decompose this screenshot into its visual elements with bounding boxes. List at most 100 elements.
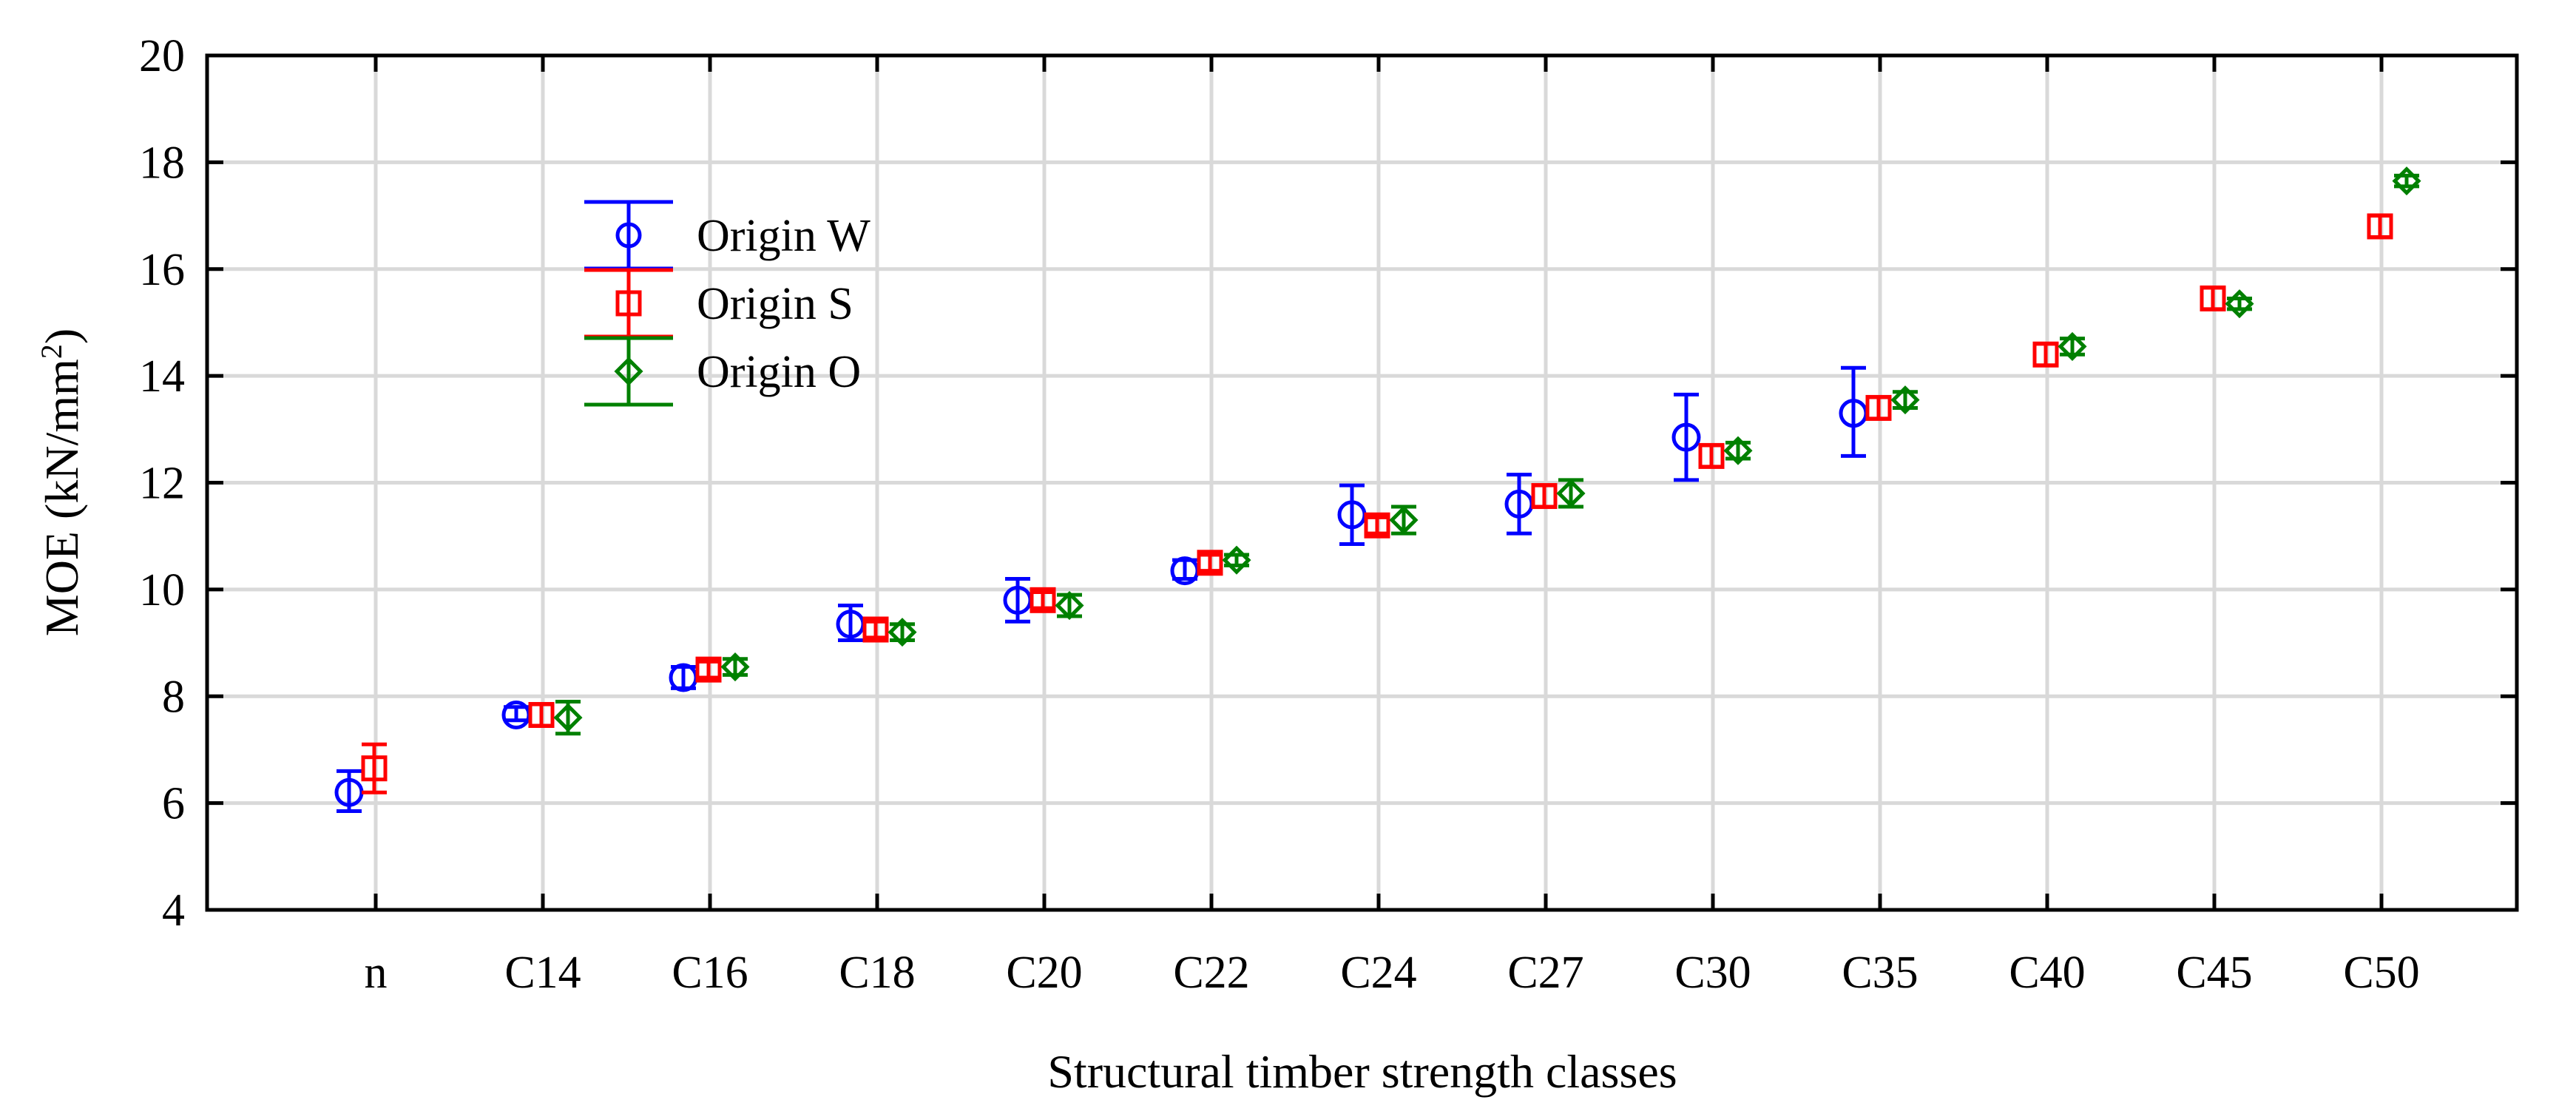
point-origin-s-C40 <box>2032 341 2059 368</box>
x-tick-label-C50: C50 <box>2343 948 2419 998</box>
x-tick-label-C18: C18 <box>839 948 915 998</box>
point-origin-w-C14 <box>501 701 531 730</box>
point-origin-o-C27 <box>1556 478 1586 509</box>
y-tick-label-14: 14 <box>139 351 185 402</box>
legend-item-origin-o: Origin O <box>584 336 861 407</box>
marker-origin-s-C20 <box>1030 587 1056 613</box>
y-tick-label-20: 20 <box>139 31 185 81</box>
x-tick-label-C22: C22 <box>1173 948 1249 998</box>
marker-origin-o-C45 <box>2225 289 2254 319</box>
point-origin-o-C35 <box>1890 385 1920 415</box>
marker-origin-s-C16 <box>695 656 722 683</box>
marker-origin-o-C14 <box>553 703 583 732</box>
x-tick-label-C35: C35 <box>1842 948 1918 998</box>
point-origin-s-C45 <box>2200 285 2226 311</box>
y-tick-label-6: 6 <box>162 779 185 829</box>
marker-origin-o-C20 <box>1055 590 1084 621</box>
y-tick-label-18: 18 <box>139 138 185 188</box>
legend-marker-origin-o <box>614 357 643 386</box>
y-axis-title-main: MOE (kN/mm <box>36 359 88 636</box>
point-origin-o-C45 <box>2225 289 2254 319</box>
point-origin-s-C22 <box>1197 550 1223 576</box>
marker-origin-s-C45 <box>2200 285 2226 311</box>
y-tick-label-10: 10 <box>139 565 185 615</box>
point-origin-o-C14 <box>553 699 583 736</box>
point-origin-o-C30 <box>1723 436 1753 465</box>
point-origin-s-C14 <box>528 702 555 729</box>
point-origin-s-n <box>361 742 388 794</box>
point-origin-o-C40 <box>2058 331 2087 361</box>
legend-item-origin-w: Origin W <box>584 200 871 271</box>
marker-origin-s-C14 <box>528 702 555 729</box>
y-tick-label-16: 16 <box>139 245 185 295</box>
point-origin-w-C22 <box>1170 556 1200 586</box>
point-origin-w-C30 <box>1671 392 1701 482</box>
point-origin-s-C50 <box>2367 213 2393 240</box>
point-origin-o-C16 <box>720 652 750 682</box>
marker-origin-s-C27 <box>1531 483 1558 510</box>
gridlines <box>207 55 2517 910</box>
marker-origin-o-C22 <box>1222 545 1251 575</box>
marker-origin-w-C30 <box>1671 422 1701 452</box>
marker-origin-o-C27 <box>1556 479 1586 508</box>
x-tick-label-C24: C24 <box>1340 948 1416 998</box>
point-origin-o-C22 <box>1222 545 1251 575</box>
x-tick-label-C40: C40 <box>2009 948 2085 998</box>
marker-origin-s-C35 <box>1865 394 1892 421</box>
x-tick-label-C45: C45 <box>2176 948 2252 998</box>
y-tick-label-8: 8 <box>162 672 185 722</box>
point-origin-w-C16 <box>669 663 698 692</box>
x-tick-label-C16: C16 <box>672 948 748 998</box>
y-axis-title-sup: 2 <box>35 344 68 359</box>
x-tick-label-C27: C27 <box>1507 948 1583 998</box>
marker-origin-o-C18 <box>888 618 917 647</box>
marker-origin-s-C22 <box>1197 550 1223 576</box>
legend: Origin W Origin S Origin O <box>584 200 871 407</box>
point-origin-s-C35 <box>1865 394 1892 421</box>
marker-origin-o-C35 <box>1890 385 1920 415</box>
legend-label-origin-o: Origin O <box>697 347 861 397</box>
point-origin-s-C16 <box>695 656 722 683</box>
point-origin-s-C18 <box>862 616 889 643</box>
point-origin-o-C24 <box>1389 504 1419 536</box>
point-origin-w-C35 <box>1839 365 1868 458</box>
legend-marker-origin-w <box>615 222 642 249</box>
marker-origin-o-C40 <box>2058 331 2087 361</box>
x-tick-label-C30: C30 <box>1674 948 1751 998</box>
legend-label-origin-s: Origin S <box>697 279 853 329</box>
point-origin-w-C18 <box>836 604 865 642</box>
data-marks <box>334 166 2421 813</box>
legend-label-origin-w: Origin W <box>697 211 871 261</box>
legend-marker-origin-s <box>615 290 642 317</box>
marker-origin-s-C24 <box>1364 512 1390 539</box>
marker-origin-s-C50 <box>2367 213 2393 240</box>
y-tick-label-4: 4 <box>162 885 185 936</box>
point-origin-o-C18 <box>888 618 917 647</box>
marker-origin-o-C50 <box>2392 166 2421 196</box>
marker-origin-s-n <box>361 755 388 782</box>
marker-origin-s-C30 <box>1698 442 1725 469</box>
y-axis-title: MOE (kN/mm2) <box>35 328 89 636</box>
y-axis-title-end: ) <box>36 328 88 344</box>
point-origin-s-C20 <box>1030 587 1056 613</box>
marker-origin-o-C30 <box>1723 436 1753 465</box>
marker-origin-s-C18 <box>862 616 889 643</box>
marker-origin-o-C16 <box>720 652 750 682</box>
point-origin-o-C50 <box>2392 166 2421 196</box>
point-origin-s-C27 <box>1531 483 1558 510</box>
marker-origin-o-C24 <box>1389 505 1419 535</box>
x-axis-title: Structural timber strength classes <box>1047 1045 1677 1098</box>
point-origin-s-C30 <box>1698 442 1725 469</box>
legend-item-origin-s: Origin S <box>584 268 853 339</box>
point-origin-o-C20 <box>1055 590 1084 621</box>
x-tick-label-C14: C14 <box>504 948 581 998</box>
point-origin-w-C24 <box>1337 483 1367 547</box>
point-origin-s-C24 <box>1364 512 1390 539</box>
marker-origin-s-C40 <box>2032 341 2059 368</box>
point-origin-w-n <box>334 769 364 813</box>
y-tick-label-12: 12 <box>139 459 185 509</box>
x-tick-label-n: n <box>365 948 388 998</box>
axes: 4 6 8 10 12 14 16 18 20 n C14 C16 C18 C20 C22 C24 C27 C30… <box>139 31 2517 998</box>
x-tick-label-C20: C20 <box>1006 948 1082 998</box>
